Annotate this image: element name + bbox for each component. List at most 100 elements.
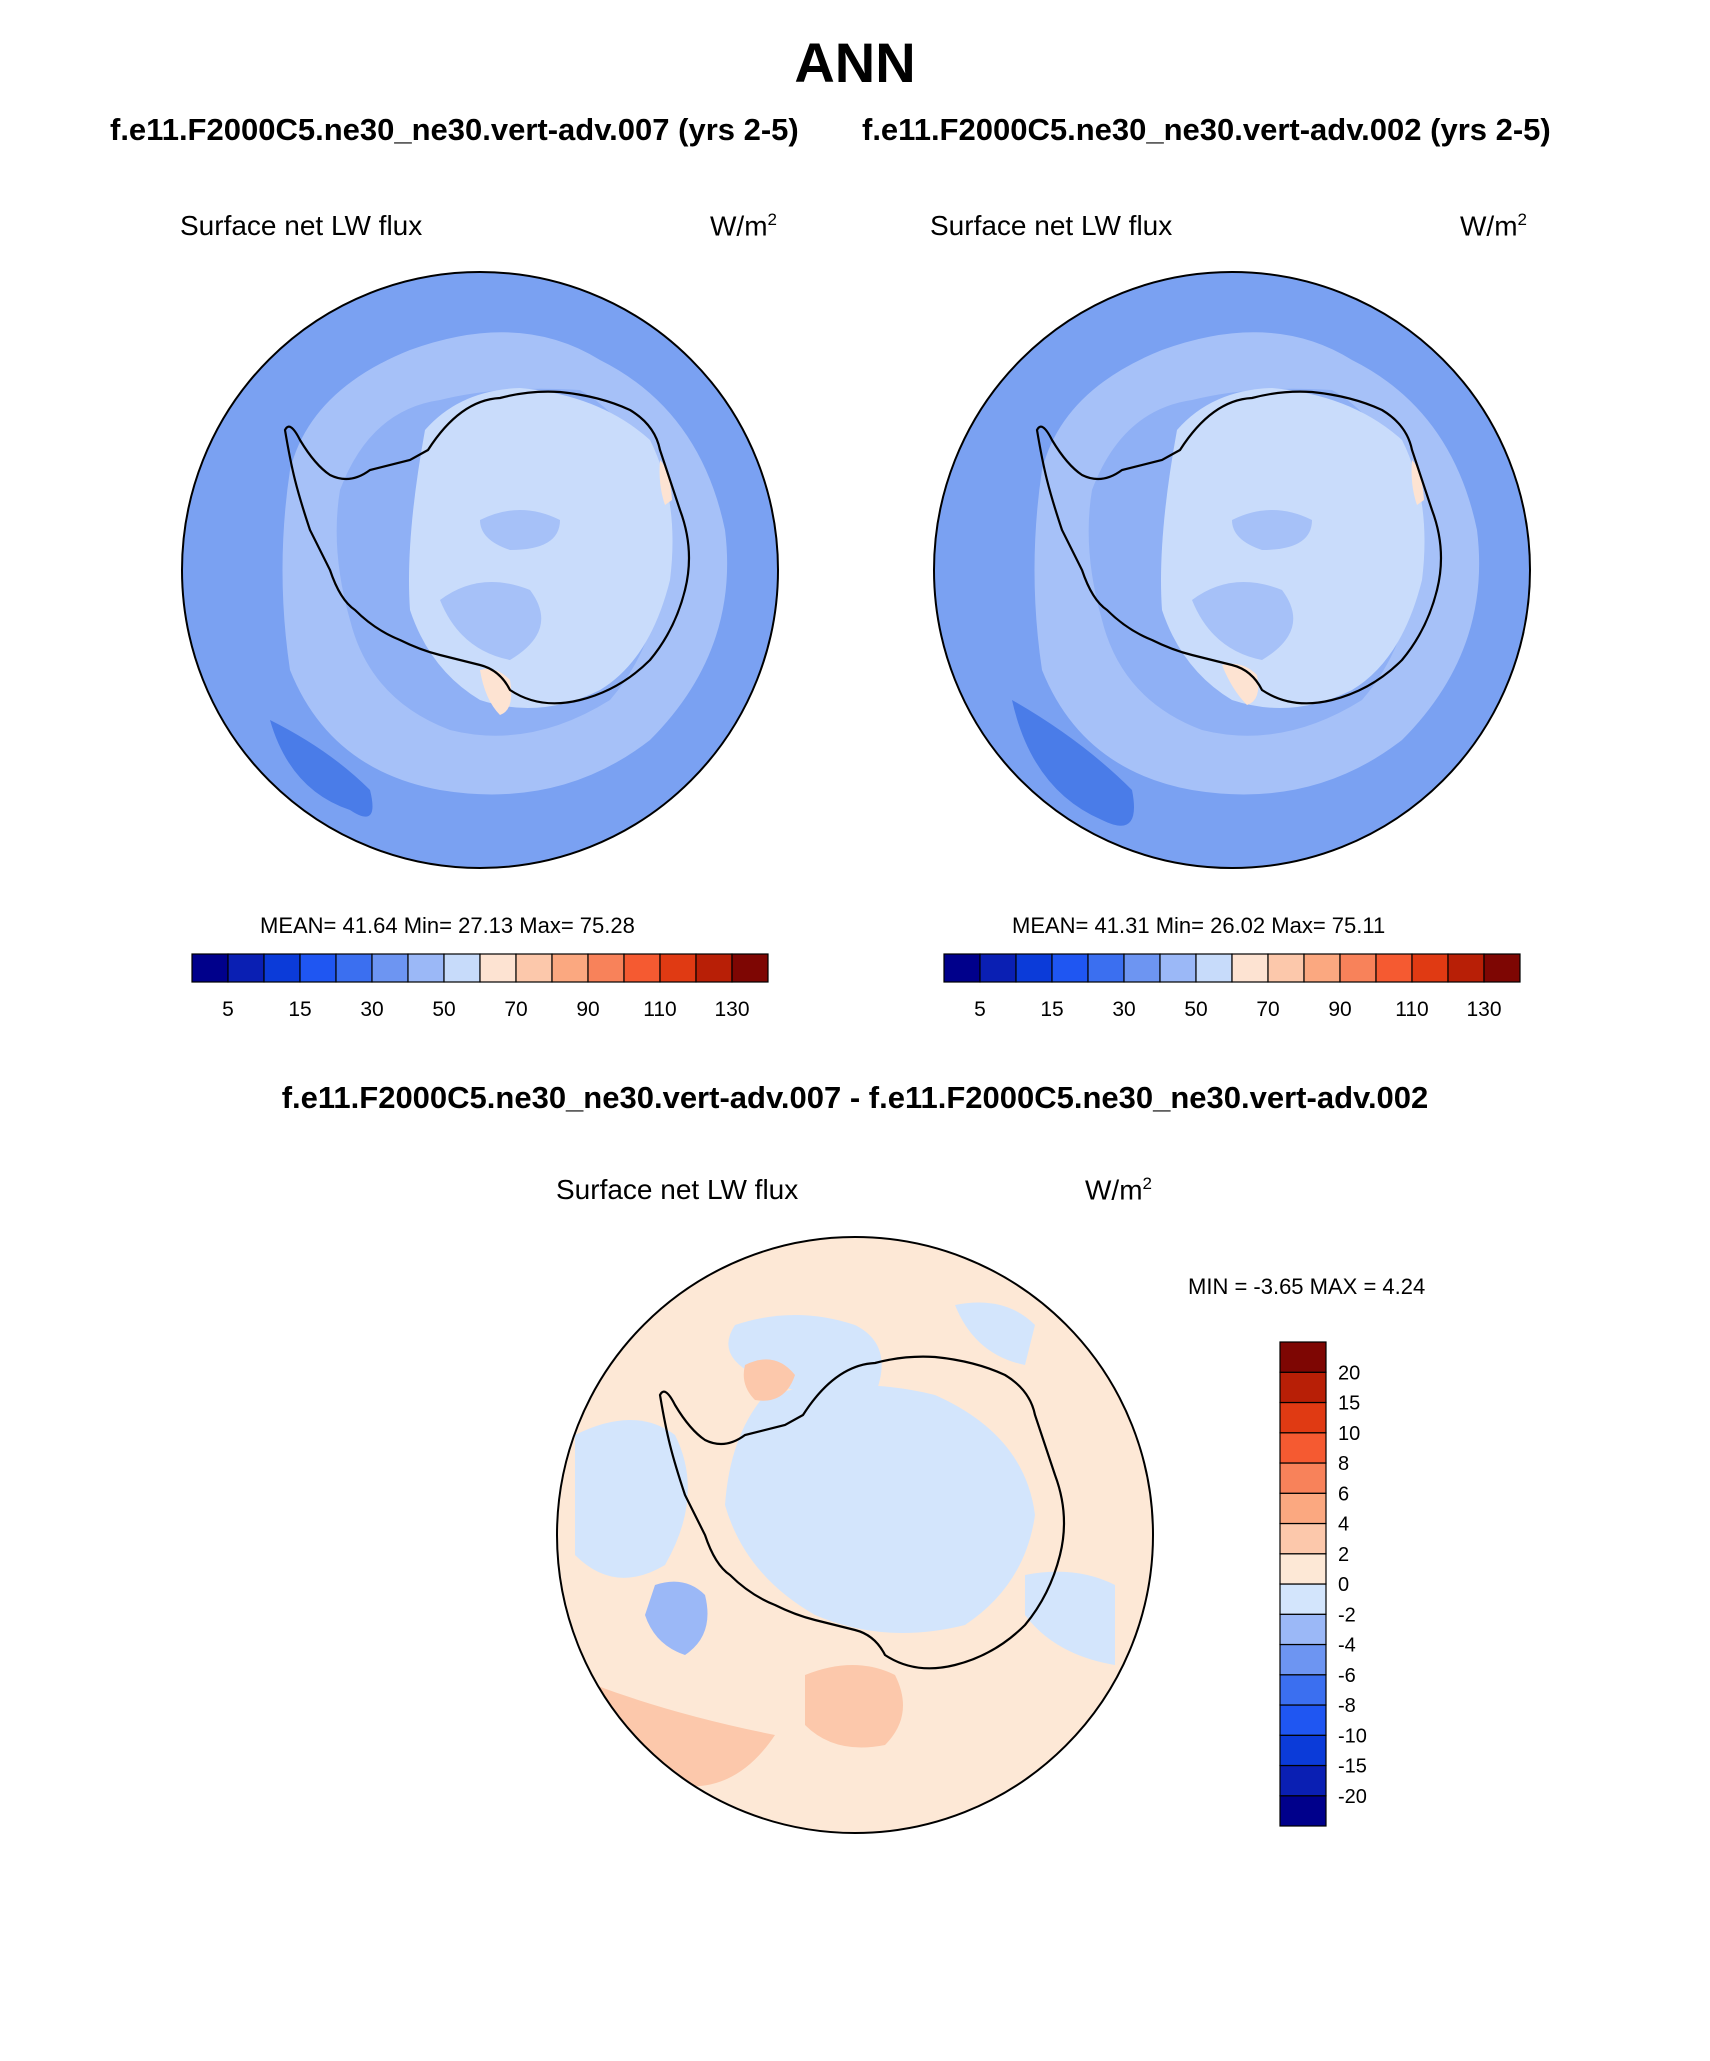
map-boundary — [933, 271, 1531, 869]
colorbar-tick-label: 20 — [1338, 1362, 1360, 1384]
colorbar-box — [1279, 1432, 1327, 1464]
colorbar-tick-label: 50 — [1184, 998, 1207, 1021]
colorbar-tick-label: -20 — [1338, 1786, 1367, 1808]
colorbar-box — [1279, 1795, 1327, 1827]
colorbar-box — [1411, 953, 1449, 983]
colorbar-box — [1483, 953, 1521, 983]
panel3-stats: MIN = -3.65 MAX = 4.24 — [1188, 1274, 1426, 1299]
colorbar-tick-label: -15 — [1338, 1756, 1367, 1778]
colorbar-box — [407, 953, 445, 983]
colorbar-box — [1279, 1704, 1327, 1736]
colorbar-box — [1159, 953, 1197, 983]
colorbar-box — [1279, 1492, 1327, 1525]
antarctic-plateau — [1161, 388, 1425, 708]
colorbar-box — [551, 953, 589, 983]
colorbar-box — [1123, 953, 1161, 983]
colorbar-box — [1375, 953, 1413, 983]
colorbar-box — [1195, 953, 1233, 983]
colorbar-box — [1339, 953, 1377, 983]
colorbar-tick-label: 2 — [1338, 1544, 1349, 1566]
colorbar-box — [335, 953, 373, 983]
colorbar-tick-label: 5 — [974, 998, 986, 1021]
low-flux-region — [1012, 700, 1134, 826]
colorbar-tick-label: 15 — [288, 998, 311, 1021]
colorbar-box — [299, 953, 337, 983]
positive-difference-area — [805, 1665, 903, 1748]
colorbar-box — [443, 953, 481, 983]
colorbar-tick-label: 110 — [643, 998, 676, 1021]
colorbar-box — [1279, 1553, 1327, 1585]
colorbar-tick-label: -10 — [1338, 1725, 1367, 1747]
colorbar-tick-label: 5 — [222, 998, 234, 1021]
colorbar-box — [1279, 1401, 1327, 1434]
colorbar-box — [371, 953, 409, 983]
colorbar-tick-label: 6 — [1338, 1483, 1349, 1505]
colorbar-box — [1015, 953, 1053, 983]
colorbar-box — [943, 953, 981, 983]
colorbar-box — [479, 953, 517, 983]
colorbar-tick-label: 4 — [1338, 1514, 1349, 1536]
colorbar-tick-label: 90 — [1328, 998, 1351, 1021]
panel3-units: W/m2 — [1085, 1174, 1152, 1206]
colorbar-box — [1279, 1341, 1327, 1373]
colorbar-box — [227, 953, 265, 983]
colorbar-box — [1051, 953, 1089, 983]
colorbar-box — [1279, 1371, 1327, 1404]
negative-difference-area — [725, 1385, 1035, 1633]
panel2-stats: MEAN= 41.31 Min= 26.02 Max= 75.11 — [1012, 913, 1386, 938]
colorbar-box — [1279, 1674, 1327, 1706]
panel2-map — [933, 271, 1531, 869]
figure-title: ANN — [794, 31, 916, 94]
colorbar-tick-label: -6 — [1338, 1665, 1356, 1687]
colorbar-tick-label: 90 — [576, 998, 599, 1021]
colorbar-box — [1279, 1462, 1327, 1494]
colorbar-box — [191, 953, 229, 983]
panel1-variable: Surface net LW flux — [180, 210, 423, 241]
map-boundary — [556, 1236, 1154, 1834]
panel2-variable: Surface net LW flux — [930, 210, 1173, 241]
colorbar-tick-label: 130 — [714, 998, 749, 1021]
coastline — [1035, 390, 1443, 705]
panel1-stats: MEAN= 41.64 Min= 27.13 Max= 75.28 — [260, 913, 635, 938]
colorbar-box — [1447, 953, 1485, 983]
colorbar-box — [1231, 953, 1269, 983]
colorbar-panel1: 5 15 30 50 70 90 110 130 — [191, 953, 769, 1021]
coastline — [283, 390, 691, 705]
colorbar-tick-label: 0 — [1338, 1574, 1349, 1596]
colorbar-box — [515, 953, 553, 983]
coastline — [658, 1355, 1066, 1670]
colorbar-box — [1303, 953, 1341, 983]
case-right-title: f.e11.F2000C5.ne30_ne30.vert-adv.002 (yr… — [862, 112, 1551, 147]
colorbar-tick-label: 15 — [1040, 998, 1063, 1021]
colorbar-tick-label: -8 — [1338, 1695, 1356, 1717]
panel3-map — [556, 1236, 1154, 1834]
colorbar-tick-label: -4 — [1338, 1635, 1356, 1657]
colorbar-box — [1279, 1734, 1327, 1767]
colorbar-tick-label: 8 — [1338, 1453, 1349, 1475]
colorbar-tick-label: 30 — [1112, 998, 1135, 1021]
colorbar-tick-label: 70 — [1256, 998, 1279, 1021]
colorbar-box — [695, 953, 733, 983]
panel1-units: W/m2 — [710, 210, 777, 242]
difference-title: f.e11.F2000C5.ne30_ne30.vert-adv.007 - f… — [281, 1080, 1429, 1115]
colorbar-tick-label: 50 — [432, 998, 455, 1021]
colorbar-box — [1279, 1613, 1327, 1646]
colorbar-box — [1279, 1522, 1327, 1555]
colorbar-tick-label: 15 — [1338, 1393, 1360, 1415]
colorbar-box — [1279, 1583, 1327, 1615]
colorbar-box — [1279, 1764, 1327, 1797]
colorbar-tick-label: 130 — [1466, 998, 1501, 1021]
panel3-variable: Surface net LW flux — [556, 1174, 799, 1205]
panel2-units: W/m2 — [1460, 210, 1527, 242]
case-left-title: f.e11.F2000C5.ne30_ne30.vert-adv.007 (yr… — [110, 112, 799, 147]
colorbar-tick-label: -2 — [1338, 1604, 1356, 1626]
map-boundary — [181, 271, 779, 869]
colorbar-box — [587, 953, 625, 983]
colorbar-box — [1087, 953, 1125, 983]
colorbar-tick-label: 110 — [1395, 998, 1428, 1021]
panel1-map — [181, 271, 779, 869]
colorbar-box — [731, 953, 769, 983]
colorbar-panel2: 5 15 30 50 70 90 110 130 — [943, 953, 1521, 1021]
colorbar-box — [659, 953, 697, 983]
